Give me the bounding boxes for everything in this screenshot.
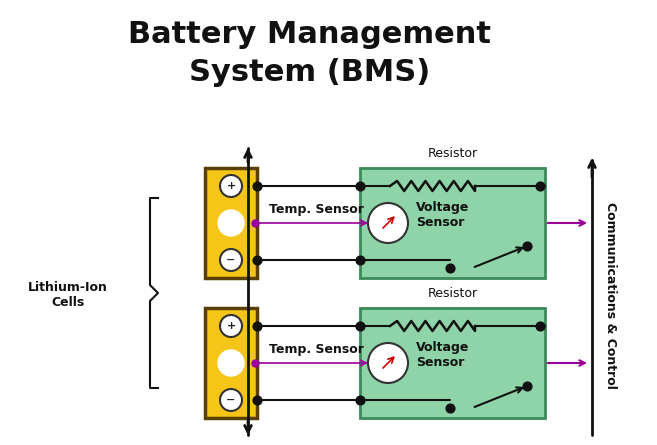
Text: Voltage
Sensor: Voltage Sensor (416, 201, 469, 229)
Point (252, 182, 262, 190)
Point (355, 323, 365, 330)
Point (535, 182, 545, 190)
Point (252, 256, 262, 263)
Point (535, 323, 545, 330)
Text: System (BMS): System (BMS) (189, 58, 430, 87)
Text: Temp. Sensor: Temp. Sensor (269, 202, 364, 215)
Text: Resistor: Resistor (428, 287, 478, 300)
Text: Battery Management: Battery Management (129, 20, 491, 49)
Point (355, 396, 365, 404)
Text: Resistor: Resistor (428, 147, 478, 160)
Point (522, 243, 532, 250)
Circle shape (220, 175, 242, 197)
Text: +: + (227, 181, 236, 191)
Point (252, 396, 262, 404)
Text: Temp. Sensor: Temp. Sensor (269, 343, 364, 356)
Circle shape (368, 343, 408, 383)
Point (355, 182, 365, 190)
Circle shape (218, 210, 244, 236)
Text: Lithium-Ion
Cells: Lithium-Ion Cells (28, 281, 108, 309)
Bar (205, 168, 257, 278)
Circle shape (220, 389, 242, 411)
Bar (205, 308, 257, 418)
Point (445, 264, 455, 271)
Text: +: + (227, 321, 236, 331)
Bar (360, 168, 545, 278)
Circle shape (218, 350, 244, 376)
Point (250, 360, 260, 367)
Bar (360, 308, 545, 418)
Text: −: − (226, 255, 236, 265)
Circle shape (220, 249, 242, 271)
Point (250, 219, 260, 227)
Point (355, 256, 365, 263)
Point (522, 382, 532, 389)
Circle shape (368, 203, 408, 243)
Text: −: − (226, 395, 236, 405)
Text: Communications & Control: Communications & Control (604, 202, 617, 388)
Point (445, 405, 455, 412)
Point (252, 323, 262, 330)
Circle shape (220, 315, 242, 337)
Text: Voltage
Sensor: Voltage Sensor (416, 341, 469, 369)
